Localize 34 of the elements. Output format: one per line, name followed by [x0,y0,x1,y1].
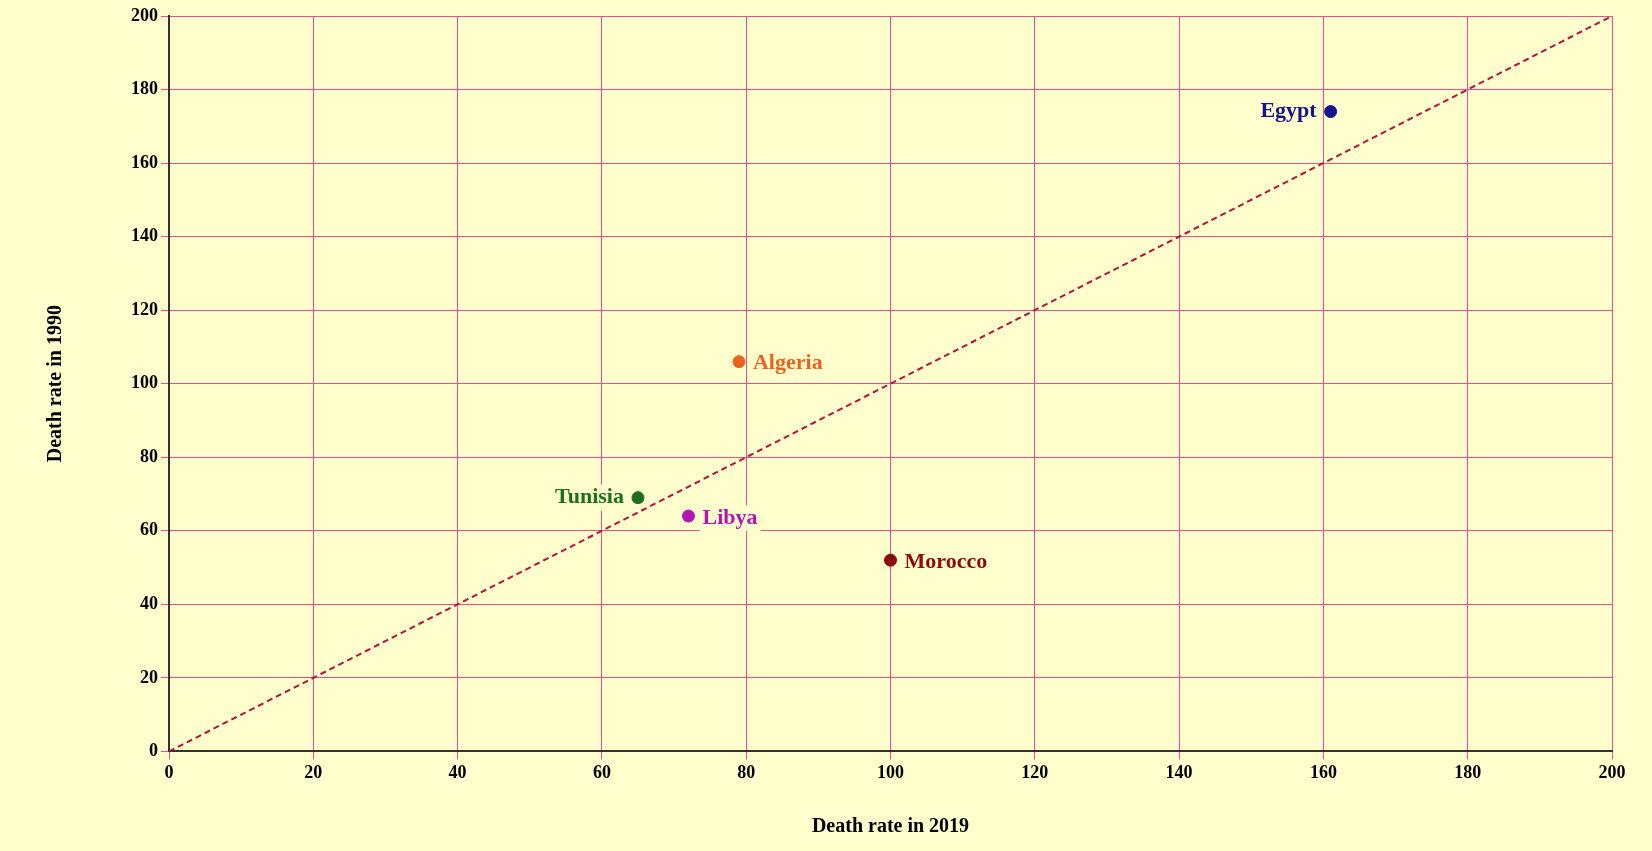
point [681,509,695,523]
x-tick-label: 80 [737,761,756,782]
series-label: Algeria [752,349,823,375]
y-axis-title: Death rate in 1990 [43,305,66,463]
y-tick-label: 120 [131,298,158,319]
x-tick-label: 100 [877,761,904,782]
y-tick-label: 20 [140,666,158,687]
y-tick-label: 60 [140,519,158,540]
y-tick-label: 40 [140,592,158,613]
point [884,553,897,567]
y-tick-label: 200 [131,4,158,25]
series-label: Tunisia [555,483,624,509]
x-tick-label: 20 [304,761,323,782]
x-tick-label: 160 [1309,761,1337,782]
x-tick-label: 120 [1021,761,1049,782]
point [631,491,645,505]
series-label: Morocco [904,547,988,573]
y-tick-label: 140 [131,225,158,246]
x-tick-label: 140 [1165,761,1193,782]
y-tick-label: 180 [131,78,158,99]
y-tick-label: 100 [131,372,158,393]
series-label: Egypt [1260,97,1318,123]
x-tick-label: 60 [592,761,611,782]
x-axis-title: Death rate in 2019 [811,814,970,837]
point [732,355,746,369]
x-tick-label: 180 [1454,761,1482,782]
y-tick-label: 80 [140,445,158,466]
y-tick-label: 160 [131,151,158,172]
series-label: Libya [702,503,758,529]
y-tick-label: 0 [149,740,158,761]
x-tick-label: 200 [1598,761,1626,782]
point [1324,105,1338,119]
x-tick-label: 40 [448,761,467,782]
x-tick-label: 0 [164,761,174,782]
